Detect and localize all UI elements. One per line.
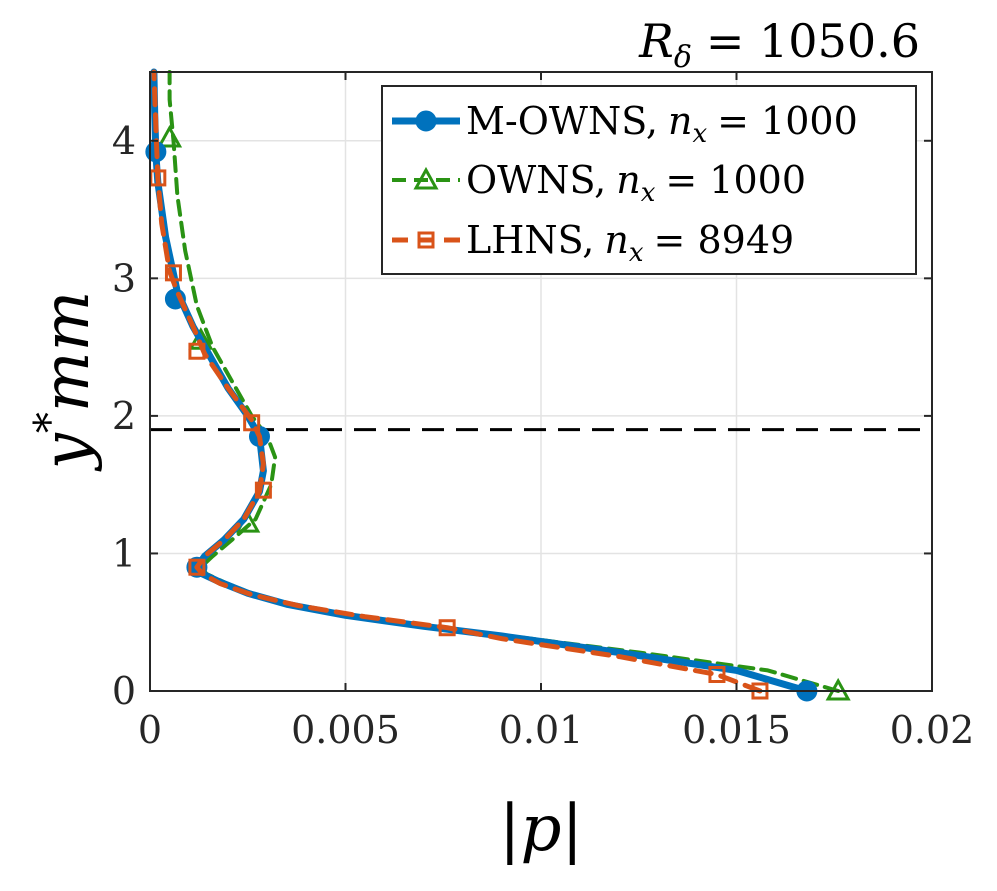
legend-owns-main: OWNS, <box>466 158 606 202</box>
legend-lhns-main: LHNS, <box>466 218 594 262</box>
legend-lhns-sub: x <box>629 238 644 268</box>
y-axis-label-main: y <box>30 432 104 472</box>
title-sub: δ <box>674 40 692 75</box>
data-point-square <box>164 264 182 282</box>
y-tick-label: 0 <box>112 669 136 713</box>
data-point-square <box>188 342 206 360</box>
data-point-square <box>438 619 456 637</box>
title-main: R <box>638 14 674 68</box>
legend-item-owns: OWNS, nx = 1000 <box>392 158 806 208</box>
x-tick-label: 0.015 <box>682 708 791 752</box>
x-tick-label: 0.01 <box>499 708 584 752</box>
y-axis-label-rest: mm <box>30 291 104 412</box>
data-point-triangle <box>157 124 183 148</box>
legend-lhns-var: n <box>604 218 628 262</box>
ticks: 0 0.005 0.01 0.015 0.02 0 1 2 3 4 <box>112 72 974 752</box>
legend-m-owns-var: n <box>668 99 692 143</box>
y-tick-label: 1 <box>112 531 136 575</box>
legend-m-owns-sub: x <box>692 119 707 149</box>
legend-marker-triangle <box>413 166 439 190</box>
legend-label-m-owns: M-OWNS, nx = 1000 <box>466 99 858 149</box>
legend-m-owns-rest: = 1000 <box>717 99 858 143</box>
legend-box <box>381 85 917 275</box>
y-tick-label: 2 <box>112 394 136 438</box>
y-tick-label: 3 <box>112 256 136 300</box>
legend-owns-sub: x <box>641 178 656 208</box>
legend-m-owns-main: M-OWNS, <box>466 99 658 143</box>
x-tick-label: 0 <box>138 708 162 752</box>
legend-item-lhns: LHNS, nx = 8949 <box>392 218 794 268</box>
legend-lhns-rest: = 8949 <box>654 218 795 262</box>
legend: M-OWNS, nx = 1000 OWNS, nx = 1000 LHNS, nx = 8… <box>381 85 917 275</box>
x-axis-label: |p| <box>499 792 583 866</box>
chart-title: Rδ = 1050.6 <box>638 14 920 75</box>
series-line <box>151 69 763 694</box>
legend-label-lhns: LHNS, nx = 8949 <box>466 218 794 268</box>
data-point-square <box>188 558 206 576</box>
y-tick-label: 4 <box>112 119 136 163</box>
legend-owns-var: n <box>616 158 640 202</box>
data-point-square <box>254 481 272 499</box>
y-axis-label: y*mm <box>25 291 104 473</box>
x-tick-label: 0.005 <box>291 708 400 752</box>
data-point-square <box>243 414 261 432</box>
legend-marker-square <box>417 231 435 249</box>
legend-marker-circle <box>415 110 437 132</box>
x-tick-label: 0.02 <box>890 708 975 752</box>
legend-owns-rest: = 1000 <box>665 158 806 202</box>
data-point-square <box>708 665 726 683</box>
legend-item-m-owns: M-OWNS, nx = 1000 <box>392 99 858 149</box>
legend-label-owns: OWNS, nx = 1000 <box>466 158 806 208</box>
title-rest: = 1050.6 <box>706 14 920 68</box>
y-axis-label-sup: * <box>25 412 74 433</box>
